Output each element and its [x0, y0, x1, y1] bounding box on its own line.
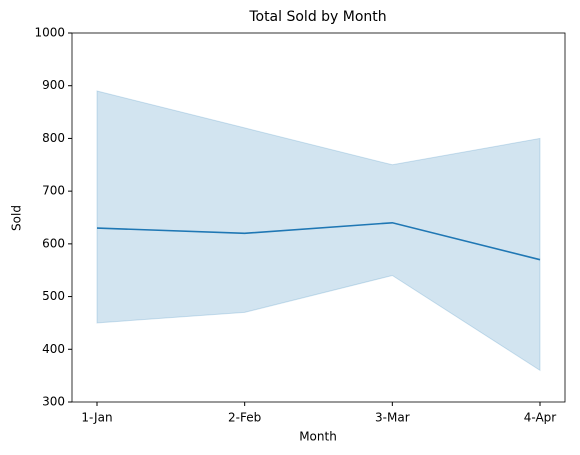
confidence-band — [96, 90, 541, 372]
y-axis-label: Sold — [10, 205, 24, 231]
y-tick-label: 500 — [42, 289, 65, 303]
x-axis-label: Month — [299, 430, 337, 444]
plot-frame — [71, 32, 566, 403]
line — [96, 221, 541, 261]
chart-title: Total Sold by Month — [248, 9, 386, 25]
x-tick-label: 1-Jan — [81, 411, 112, 425]
y-tick-label: 600 — [42, 236, 65, 250]
y-tick-label: 400 — [42, 342, 65, 356]
y-tick-label: 700 — [42, 184, 65, 198]
x-tick-label: 3-Mar — [375, 411, 410, 425]
y-tick-label: 1000 — [34, 26, 65, 40]
x-tick-label: 2-Feb — [228, 411, 261, 425]
y-tick-label: 900 — [42, 78, 65, 92]
y-tick-label: 800 — [42, 131, 65, 145]
x-tick-label: 4-Apr — [524, 411, 557, 425]
y-tick-label: 300 — [42, 395, 65, 409]
